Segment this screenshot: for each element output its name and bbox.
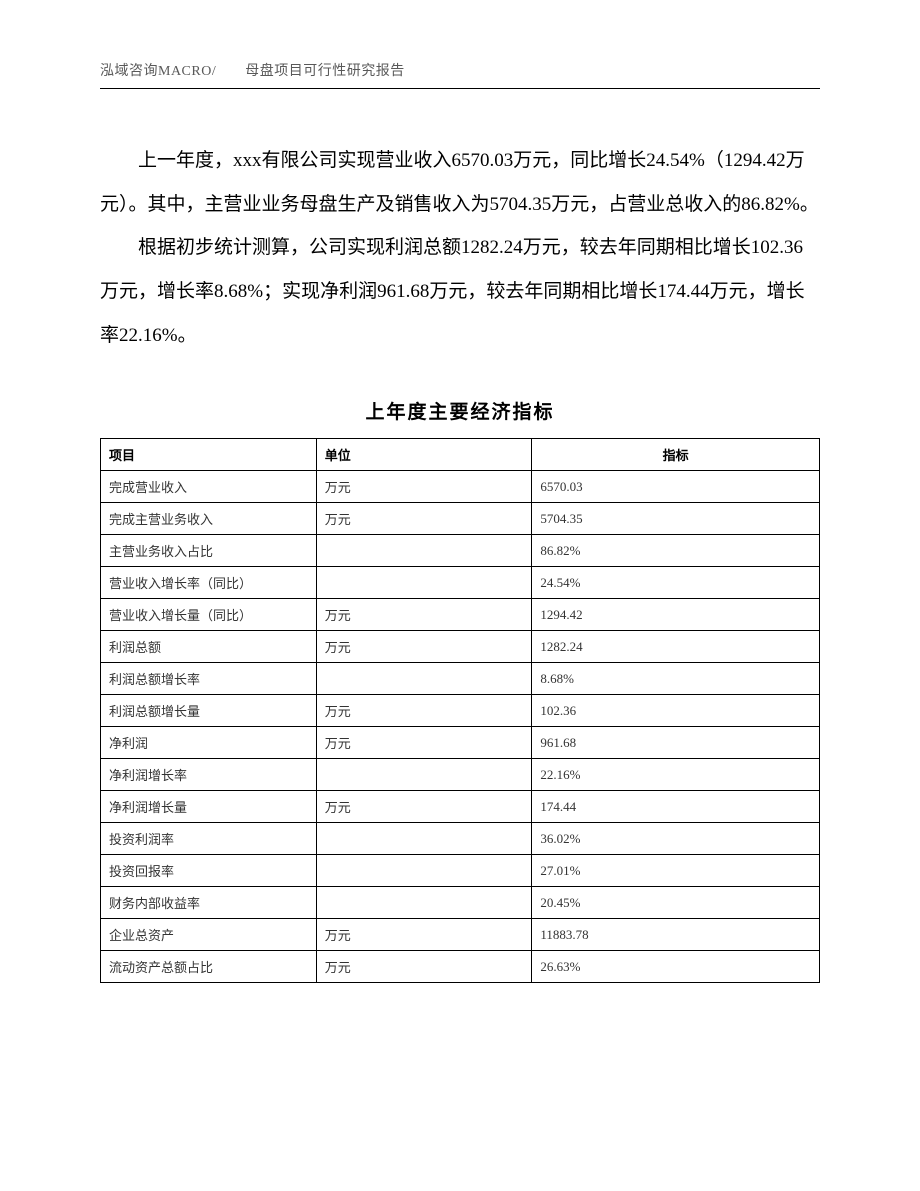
table-row: 企业总资产万元11883.78 <box>101 919 820 951</box>
table-cell-value: 5704.35 <box>532 503 820 535</box>
paragraph-2: 根据初步统计测算，公司实现利润总额1282.24万元，较去年同期相比增长102.… <box>100 226 820 357</box>
table-row: 净利润增长量万元174.44 <box>101 791 820 823</box>
table-row: 财务内部收益率 20.45% <box>101 887 820 919</box>
table-body: 完成营业收入万元6570.03完成主营业务收入万元5704.35主营业务收入占比… <box>101 471 820 983</box>
table-cell-unit: 万元 <box>316 599 532 631</box>
table-cell-unit <box>316 887 532 919</box>
table-cell-unit: 万元 <box>316 727 532 759</box>
table-header-row: 项目 单位 指标 <box>101 439 820 471</box>
header-divider <box>100 88 820 89</box>
table-cell-unit: 万元 <box>316 471 532 503</box>
economic-indicators-table: 项目 单位 指标 完成营业收入万元6570.03完成主营业务收入万元5704.3… <box>100 438 820 983</box>
table-title: 上年度主要经济指标 <box>100 397 820 424</box>
table-cell-value: 20.45% <box>532 887 820 919</box>
table-header-unit: 单位 <box>316 439 532 471</box>
table-cell-item: 完成主营业务收入 <box>101 503 317 535</box>
table-cell-item: 主营业务收入占比 <box>101 535 317 567</box>
table-cell-item: 利润总额 <box>101 631 317 663</box>
table-cell-item: 完成营业收入 <box>101 471 317 503</box>
table-row: 完成主营业务收入万元5704.35 <box>101 503 820 535</box>
table-cell-item: 利润总额增长率 <box>101 663 317 695</box>
table-row: 利润总额增长量万元102.36 <box>101 695 820 727</box>
table-cell-item: 营业收入增长率（同比） <box>101 567 317 599</box>
table-cell-item: 营业收入增长量（同比） <box>101 599 317 631</box>
table-cell-unit: 万元 <box>316 791 532 823</box>
table-cell-unit <box>316 759 532 791</box>
table-row: 净利润万元961.68 <box>101 727 820 759</box>
table-cell-item: 财务内部收益率 <box>101 887 317 919</box>
table-cell-unit <box>316 855 532 887</box>
document-page: 泓域咨询MACRO/ 母盘项目可行性研究报告 上一年度，xxx有限公司实现营业收… <box>0 0 920 1023</box>
table-cell-item: 投资利润率 <box>101 823 317 855</box>
table-row: 流动资产总额占比万元26.63% <box>101 951 820 983</box>
table-cell-value: 961.68 <box>532 727 820 759</box>
table-cell-item: 投资回报率 <box>101 855 317 887</box>
table-cell-unit <box>316 663 532 695</box>
table-row: 营业收入增长量（同比）万元1294.42 <box>101 599 820 631</box>
table-row: 完成营业收入万元6570.03 <box>101 471 820 503</box>
table-cell-item: 企业总资产 <box>101 919 317 951</box>
table-cell-value: 174.44 <box>532 791 820 823</box>
table-cell-unit: 万元 <box>316 503 532 535</box>
table-cell-unit: 万元 <box>316 919 532 951</box>
table-cell-item: 流动资产总额占比 <box>101 951 317 983</box>
table-header-value: 指标 <box>532 439 820 471</box>
table-row: 主营业务收入占比 86.82% <box>101 535 820 567</box>
table-cell-unit: 万元 <box>316 951 532 983</box>
table-cell-unit <box>316 823 532 855</box>
table-row: 净利润增长率 22.16% <box>101 759 820 791</box>
table-cell-item: 净利润增长率 <box>101 759 317 791</box>
table-cell-value: 1294.42 <box>532 599 820 631</box>
table-cell-value: 1282.24 <box>532 631 820 663</box>
table-cell-value: 22.16% <box>532 759 820 791</box>
body-content: 上一年度，xxx有限公司实现营业收入6570.03万元，同比增长24.54%（1… <box>100 139 820 357</box>
table-cell-value: 102.36 <box>532 695 820 727</box>
table-row: 投资利润率 36.02% <box>101 823 820 855</box>
table-cell-value: 24.54% <box>532 567 820 599</box>
table-row: 利润总额增长率 8.68% <box>101 663 820 695</box>
table-cell-value: 11883.78 <box>532 919 820 951</box>
table-cell-value: 8.68% <box>532 663 820 695</box>
table-cell-unit: 万元 <box>316 631 532 663</box>
paragraph-1: 上一年度，xxx有限公司实现营业收入6570.03万元，同比增长24.54%（1… <box>100 139 820 226</box>
table-cell-unit <box>316 535 532 567</box>
table-row: 投资回报率 27.01% <box>101 855 820 887</box>
table-cell-value: 27.01% <box>532 855 820 887</box>
table-cell-item: 净利润 <box>101 727 317 759</box>
table-cell-item: 净利润增长量 <box>101 791 317 823</box>
table-row: 营业收入增长率（同比） 24.54% <box>101 567 820 599</box>
table-header-item: 项目 <box>101 439 317 471</box>
table-cell-unit: 万元 <box>316 695 532 727</box>
table-cell-value: 36.02% <box>532 823 820 855</box>
table-cell-value: 86.82% <box>532 535 820 567</box>
table-cell-value: 6570.03 <box>532 471 820 503</box>
table-cell-unit <box>316 567 532 599</box>
table-row: 利润总额万元1282.24 <box>101 631 820 663</box>
table-cell-item: 利润总额增长量 <box>101 695 317 727</box>
page-header: 泓域咨询MACRO/ 母盘项目可行性研究报告 <box>100 60 820 80</box>
table-cell-value: 26.63% <box>532 951 820 983</box>
